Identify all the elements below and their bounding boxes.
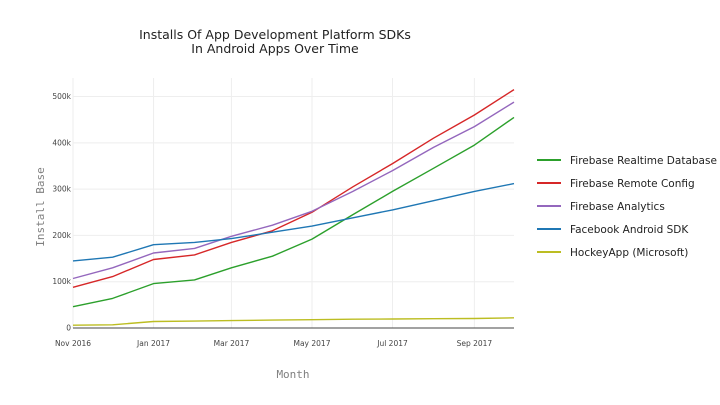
legend-label: Firebase Realtime Database: [570, 155, 717, 167]
legend: Firebase Realtime Database Firebase Remot…: [537, 155, 717, 259]
legend-label: HockeyApp (Microsoft): [570, 247, 688, 259]
legend-item[interactable]: Firebase Remote Config: [537, 178, 695, 190]
series-line-2: [72, 101, 515, 280]
series-line-4: [72, 317, 515, 326]
x-tick-label: May 2017: [293, 339, 330, 348]
chart-title: Installs Of App Development Platform SDK…: [139, 27, 411, 56]
chart-title-line-1: Installs Of App Development Platform SDK…: [139, 27, 411, 42]
series-line-0: [72, 116, 515, 308]
y-tick-label: 400k: [52, 138, 71, 147]
grid: [72, 78, 514, 328]
x-tick-label: Sep 2017: [457, 339, 493, 348]
y-tick-label: 0: [66, 324, 71, 333]
y-tick-labels: 0 100k 200k 300k 400k 500k: [52, 92, 71, 332]
legend-label: Facebook Android SDK: [570, 224, 689, 236]
legend-item[interactable]: HockeyApp (Microsoft): [537, 247, 688, 259]
y-tick-label: 100k: [52, 277, 71, 286]
y-tick-label: 200k: [52, 231, 71, 240]
y-tick-label: 500k: [52, 92, 71, 101]
legend-item[interactable]: Facebook Android SDK: [537, 224, 689, 236]
legend-item[interactable]: Firebase Realtime Database: [537, 155, 717, 167]
x-tick-label: Jan 2017: [136, 339, 170, 348]
legend-label: Firebase Analytics: [570, 201, 665, 213]
series-lines: [72, 89, 515, 326]
y-tick-label: 300k: [52, 185, 71, 194]
legend-item[interactable]: Firebase Analytics: [537, 201, 665, 213]
x-tick-label: Jul 2017: [376, 339, 408, 348]
x-tick-labels: Nov 2016 Jan 2017 Mar 2017 May 2017 Jul 2017…: [55, 339, 492, 348]
x-tick-label: Nov 2016: [55, 339, 91, 348]
legend-label: Firebase Remote Config: [570, 178, 695, 190]
y-axis-title: Install Base: [34, 167, 47, 246]
series-line-1: [72, 89, 515, 288]
chart-title-line-2: In Android Apps Over Time: [191, 41, 359, 56]
x-tick-label: Mar 2017: [214, 339, 250, 348]
series-line-3: [72, 182, 515, 262]
x-axis-title: Month: [276, 368, 309, 381]
